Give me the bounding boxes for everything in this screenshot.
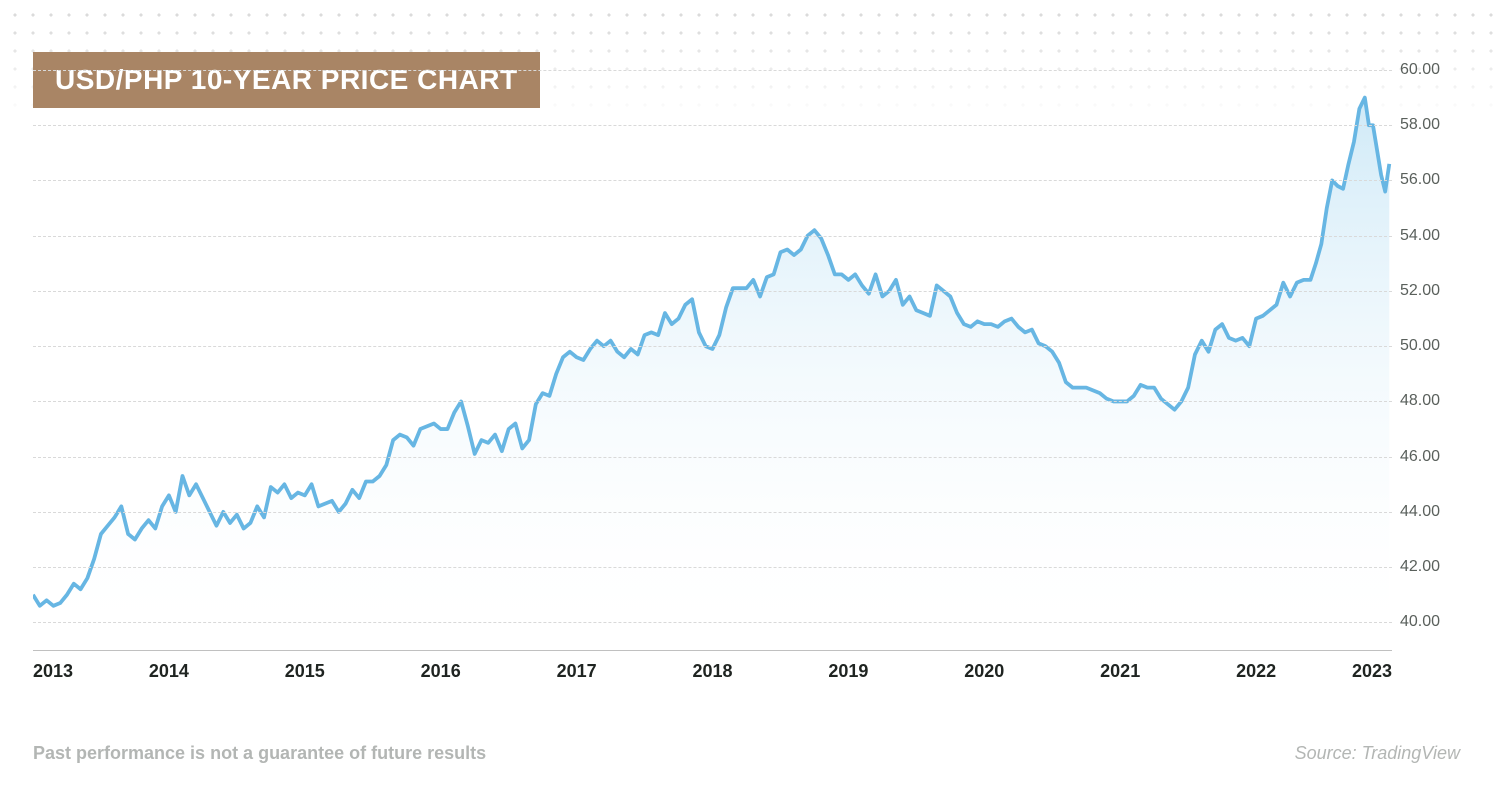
grid-line xyxy=(33,236,1392,237)
x-axis-label: 2020 xyxy=(964,661,1004,682)
y-axis-label: 60.00 xyxy=(1400,61,1456,79)
grid-line xyxy=(33,125,1392,126)
y-axis-label: 42.00 xyxy=(1400,558,1456,576)
x-axis-label: 2023 xyxy=(1352,661,1392,682)
x-axis-label: 2021 xyxy=(1100,661,1140,682)
x-axis-label: 2014 xyxy=(149,661,189,682)
y-axis-label: 46.00 xyxy=(1400,448,1456,466)
y-axis-label: 48.00 xyxy=(1400,392,1456,410)
y-axis-label: 50.00 xyxy=(1400,337,1456,355)
x-axis-label: 2013 xyxy=(33,661,73,682)
x-axis-label: 2022 xyxy=(1236,661,1276,682)
y-axis-label: 56.00 xyxy=(1400,171,1456,189)
y-axis-label: 54.00 xyxy=(1400,227,1456,245)
grid-line xyxy=(33,567,1392,568)
grid-line xyxy=(33,291,1392,292)
source-text: Source: TradingView xyxy=(1295,743,1460,764)
grid-line xyxy=(33,401,1392,402)
y-axis-label: 40.00 xyxy=(1400,613,1456,631)
grid-line xyxy=(33,346,1392,347)
y-axis-label: 44.00 xyxy=(1400,503,1456,521)
chart-container: 40.00 42.00 44.00 46.00 48.00 50.00 52.00 54.00… xyxy=(33,70,1460,681)
grid-line xyxy=(33,180,1392,181)
area-chart-svg xyxy=(33,70,1392,650)
grid-line xyxy=(33,512,1392,513)
y-axis-label: 58.00 xyxy=(1400,116,1456,134)
x-axis-label: 2015 xyxy=(285,661,325,682)
grid-line xyxy=(33,622,1392,623)
grid-line xyxy=(33,70,1392,71)
disclaimer-text: Past performance is not a guarantee of f… xyxy=(33,743,486,764)
x-axis-label: 2019 xyxy=(828,661,868,682)
grid-line xyxy=(33,457,1392,458)
x-axis-label: 2016 xyxy=(421,661,461,682)
x-axis-label: 2018 xyxy=(692,661,732,682)
y-axis-label: 52.00 xyxy=(1400,282,1456,300)
x-axis-label: 2017 xyxy=(557,661,597,682)
plot-area: 40.0042.0044.0046.0048.0050.0052.0054.00… xyxy=(33,70,1392,651)
